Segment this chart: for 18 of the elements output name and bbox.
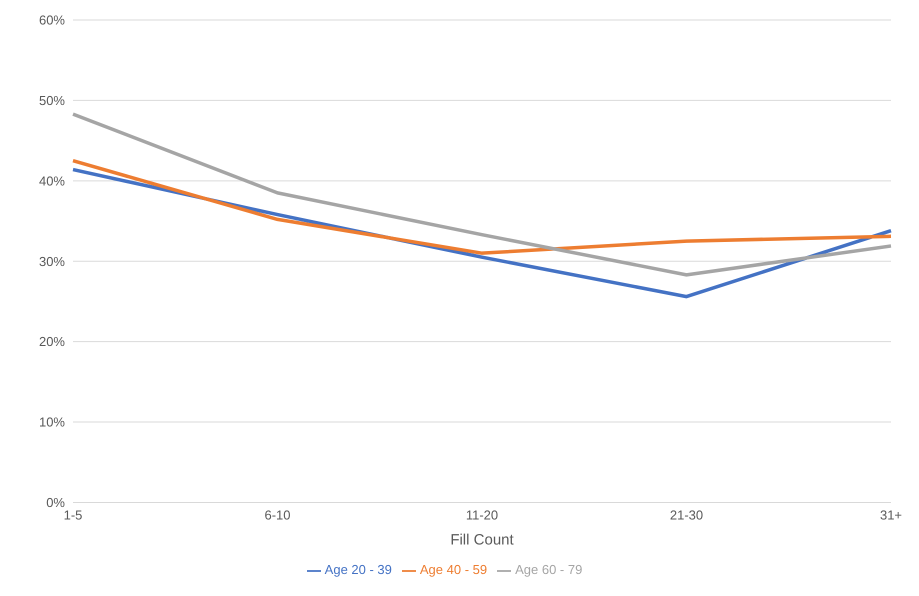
x-tick-label: 31+ [880,508,902,523]
x-tick-label: 21-30 [670,508,704,523]
y-tick-label: 10% [38,414,66,430]
x-axis-title: Fill Count [450,531,515,548]
y-tick-label: 20% [38,334,66,350]
y-tick-label: 50% [38,93,66,108]
y-tick-label: 40% [38,173,66,188]
legend-label: Age 60 - 79 [515,562,582,578]
y-tick-label: 60% [38,12,66,28]
y-tick-label: 30% [38,254,66,269]
line-series [71,112,893,277]
x-tick-label: 11-20 [466,508,498,523]
legend-label: Age 40 - 59 [420,562,488,578]
x-tick-label: 6-10 [264,508,291,523]
line-series [71,158,893,255]
legend-label: Age 20 - 39 [324,562,392,578]
y-tick-label: 0% [46,495,66,510]
x-tick-label: 1-5 [64,508,82,523]
